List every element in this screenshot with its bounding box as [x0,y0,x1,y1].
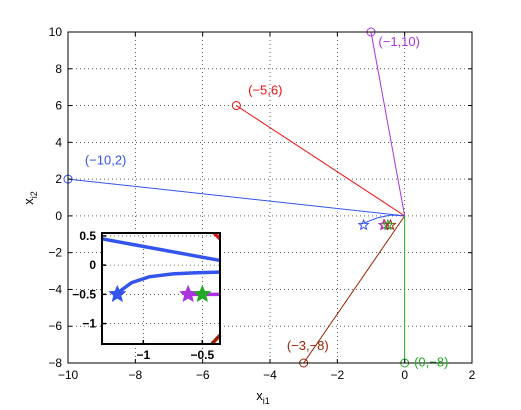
inset-star-marker [108,284,127,303]
series-line [303,215,406,364]
x-tick-label: −4 [263,368,277,382]
series-label: (0,−8) [414,355,448,370]
x-tick-label: −8 [128,368,142,382]
series-curve [360,214,405,225]
inset-series [101,231,222,346]
x-tick-label: −2 [330,368,344,382]
inset-star-marker [193,284,212,303]
y-tick-label: 10 [49,25,63,39]
x-tick-label: −6 [196,368,210,382]
series-label: (−5,6) [248,83,282,98]
y-tick-label: −8 [48,356,62,370]
y-tick-label: 0 [55,209,62,223]
inset-ticks: −1 −0.5 0.5 0 −0.5 −1 [72,229,214,362]
inset-y-tick-label: −0.5 [72,287,96,301]
inset-frame [101,232,221,345]
inset-y-tick-label: 0 [89,258,96,272]
inset-series-line [210,334,222,346]
x-axis-label-base: x [256,388,263,403]
end-star-marker [381,218,394,231]
y-axis-label-base: x [21,198,36,205]
start-marker [231,101,241,111]
series-line [67,178,405,217]
x-axis-label: xi1 [256,388,270,406]
x-tick-label: 0 [401,368,408,382]
inset-series-line [101,237,221,263]
inset-y-tick-label: −1 [82,317,96,331]
x-tick-label: −10 [58,368,79,382]
y-tick-label: 4 [55,135,62,149]
x-tick-label: 2 [469,368,476,382]
end-star-marker [357,218,370,231]
y-tick-label: 8 [55,62,62,76]
series-labels: (−10,2) (−5,6) (−1,10) (−3,−8) (0,−8) [85,34,449,370]
main-series [63,27,410,368]
series-line [236,105,405,217]
series-line [370,31,406,216]
y-tick-label: 2 [55,172,62,186]
y-axis-label: xi2 [21,191,39,205]
inset-y-tick-label: 0.5 [79,229,96,243]
y-tick-label: −6 [48,319,62,333]
x-axis-label-sub: i1 [263,396,270,406]
y-axis-label-sub: i2 [29,191,39,198]
inset-x-tick-label: −1 [136,348,150,362]
inset-x-tick-label: −0.5 [190,348,214,362]
y-tick-label: −2 [48,246,62,260]
inset-grid [102,233,220,344]
series-label: (−10,2) [85,152,127,167]
series-label: (−1,10) [378,34,420,49]
inset-series-line [116,270,221,295]
y-tick-label: −4 [48,282,62,296]
series-label: (−3,−8) [287,338,329,353]
inset-zoom: −1 −0.5 0.5 0 −0.5 −1 [72,229,222,362]
y-tick-label: 6 [55,99,62,113]
